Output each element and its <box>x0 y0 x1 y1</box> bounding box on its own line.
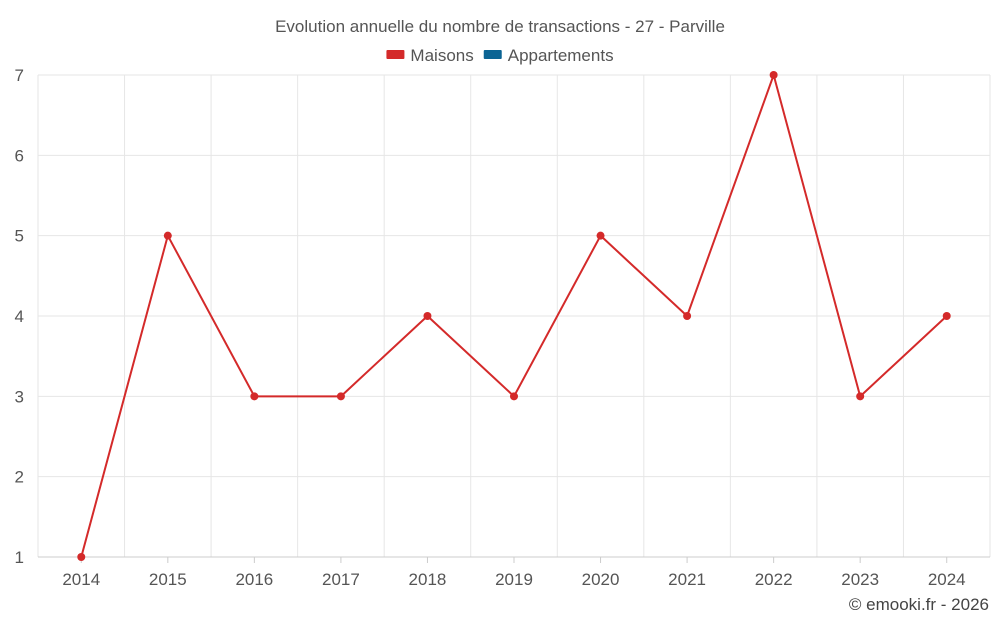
x-tick-label: 2016 <box>235 570 273 589</box>
x-tick-label: 2014 <box>62 570 100 589</box>
legend-label: Appartements <box>508 46 614 65</box>
x-tick-label: 2023 <box>841 570 879 589</box>
credit-text: © emooki.fr - 2026 <box>849 595 989 614</box>
x-axis: 2014 2015 2016 2017 2018 2019 2020 2021 2022 2023… <box>62 557 966 589</box>
x-tick-label: 2021 <box>668 570 706 589</box>
x-tick-label: 2018 <box>409 570 447 589</box>
data-point-maisons-2017 <box>336 392 345 401</box>
series-layer <box>77 71 951 561</box>
y-axis: 1 2 3 4 5 6 7 <box>15 66 24 567</box>
y-tick-label: 2 <box>15 468 24 487</box>
data-point-maisons-2014 <box>77 553 86 561</box>
data-point-maisons-2022 <box>769 71 778 79</box>
data-point-maisons-2018 <box>423 312 432 320</box>
chart-title: Evolution annuelle du nombre de transact… <box>275 17 725 36</box>
y-tick-label: 6 <box>15 146 24 165</box>
y-tick-label: 3 <box>15 387 24 406</box>
data-point-maisons-2020 <box>596 231 605 240</box>
x-tick-label: 2020 <box>582 570 620 589</box>
x-tick-label: 2017 <box>322 570 360 589</box>
y-tick-label: 5 <box>15 227 24 246</box>
legend-item-maisons: Maisons <box>386 46 474 65</box>
y-tick-label: 1 <box>15 548 24 567</box>
chart-legend: Maisons Appartements <box>386 46 614 65</box>
legend-item-appartements: Appartements <box>483 46 614 65</box>
data-point-maisons-2024 <box>942 312 951 320</box>
data-point-maisons-2021 <box>683 312 692 320</box>
data-point-maisons-2015 <box>163 231 172 240</box>
legend-swatch <box>386 50 405 59</box>
x-tick-label: 2015 <box>149 570 187 589</box>
legend-swatch <box>483 50 502 59</box>
data-point-maisons-2019 <box>510 392 518 401</box>
chart-grid <box>37 74 991 558</box>
data-point-maisons-2016 <box>250 392 259 401</box>
x-tick-label: 2024 <box>928 570 966 589</box>
legend-label: Maisons <box>410 46 473 65</box>
data-point-maisons-2023 <box>856 392 865 401</box>
x-tick-label: 2019 <box>495 570 533 589</box>
y-tick-label: 4 <box>15 307 24 326</box>
x-tick-label: 2022 <box>755 570 793 589</box>
y-tick-label: 7 <box>15 66 24 85</box>
